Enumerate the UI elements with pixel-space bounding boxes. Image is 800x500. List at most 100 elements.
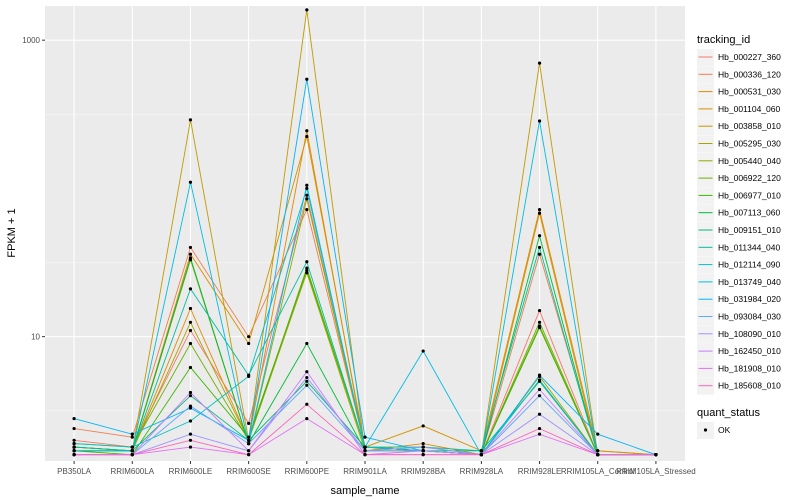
data-point: [130, 435, 134, 439]
x-tick-label: RRIM600LA: [110, 467, 154, 476]
data-point: [537, 426, 542, 431]
data-point: [421, 453, 425, 457]
data-point: [537, 394, 542, 398]
legend-label: Hb_181908_010: [718, 363, 781, 373]
data-point: [130, 432, 134, 436]
x-tick-label: RRIM600PE: [285, 467, 329, 476]
data-point: [305, 266, 309, 270]
shape-legend-title: quant_status: [697, 407, 760, 419]
data-point: [421, 445, 425, 449]
data-point: [537, 245, 542, 250]
data-point: [305, 375, 309, 380]
data-point: [188, 180, 193, 184]
data-point: [188, 404, 193, 408]
data-point: [305, 186, 309, 191]
data-point: [421, 449, 425, 453]
legend-label: Hb_006977_010: [718, 190, 781, 200]
data-point: [188, 118, 193, 122]
legend-label: Hb_108090_010: [718, 329, 781, 339]
legend-label: Hb_005295_030: [718, 139, 781, 149]
shape-legend-point: [703, 428, 708, 432]
legend-label: Hb_000336_120: [718, 69, 781, 79]
data-point: [305, 402, 309, 406]
data-point: [305, 417, 309, 421]
data-point: [479, 449, 483, 453]
data-points: [72, 8, 658, 457]
data-point: [247, 438, 251, 442]
legend-label: Hb_003858_010: [718, 121, 781, 131]
data-point: [188, 245, 193, 250]
y-axis-title: FPKM + 1: [6, 208, 18, 257]
data-point: [188, 256, 193, 260]
data-point: [654, 453, 658, 457]
data-point: [247, 435, 251, 439]
data-point: [537, 211, 542, 215]
data-point: [537, 234, 542, 238]
x-tick-label: PB350LA: [57, 467, 91, 476]
data-point: [130, 453, 134, 457]
data-point: [72, 441, 76, 446]
x-tick-label: RRIM928LE: [518, 467, 562, 476]
data-point: [305, 134, 309, 139]
x-axis-title: sample_name: [330, 485, 399, 497]
data-point: [247, 374, 251, 378]
legend-label: Hb_005440_040: [718, 156, 781, 166]
data-point: [363, 449, 367, 453]
data-point: [305, 183, 309, 187]
legend-label: Hb_000531_030: [718, 87, 781, 97]
x-tick-label: RRIM600SE: [226, 467, 270, 476]
data-point: [305, 383, 309, 387]
legend-label: Hb_009151_010: [718, 225, 781, 235]
legend: tracking_id Hb_000227_360Hb_000336_120Hb…: [697, 34, 781, 439]
legend-label: Hb_013749_040: [718, 277, 781, 287]
data-point: [537, 326, 542, 330]
data-point: [188, 320, 193, 324]
data-point: [305, 77, 309, 81]
data-point: [188, 252, 193, 256]
data-point: [537, 61, 542, 65]
data-point: [363, 435, 367, 439]
legend-label: Hb_031984_020: [718, 294, 781, 304]
data-point: [305, 379, 309, 383]
data-point: [537, 387, 542, 392]
data-point: [72, 449, 76, 453]
color-legend-items: Hb_000227_360 Hb_000336_120 Hb_000531_030 H…: [697, 49, 781, 395]
data-point: [188, 365, 193, 370]
data-point: [363, 453, 367, 457]
data-point: [305, 197, 309, 201]
data-point: [537, 432, 542, 436]
data-point: [305, 193, 309, 197]
data-point: [537, 308, 542, 313]
legend-label: Hb_000227_360: [718, 52, 781, 62]
data-point: [305, 260, 309, 264]
y-axis: 10 1000: [22, 36, 45, 342]
data-point: [537, 252, 542, 256]
data-point: [188, 328, 193, 333]
legend-label: Hb_001104_060: [718, 104, 781, 114]
legend-label: Hb_012114_090: [718, 260, 781, 270]
data-point: [421, 349, 425, 353]
data-point: [305, 129, 309, 133]
data-point: [188, 287, 193, 291]
data-point: [421, 441, 425, 446]
data-point: [188, 390, 193, 395]
data-point: [247, 449, 251, 453]
data-point: [188, 445, 193, 449]
legend-label: Hb_162450_010: [718, 346, 781, 356]
data-point: [72, 453, 76, 457]
data-point: [72, 417, 76, 421]
data-point: [247, 341, 251, 346]
data-point: [188, 432, 193, 436]
data-point: [305, 268, 309, 272]
data-point: [479, 453, 483, 457]
y-tick-label: 10: [31, 333, 40, 342]
data-point: [247, 335, 251, 339]
color-legend-title: tracking_id: [697, 34, 750, 46]
x-tick-label: RRIM105LA_Stressed: [616, 467, 696, 476]
data-point: [247, 441, 251, 446]
data-point: [72, 426, 76, 431]
x-tick-label: RRIM600LE: [169, 467, 213, 476]
data-point: [188, 341, 193, 346]
data-point: [305, 8, 309, 12]
